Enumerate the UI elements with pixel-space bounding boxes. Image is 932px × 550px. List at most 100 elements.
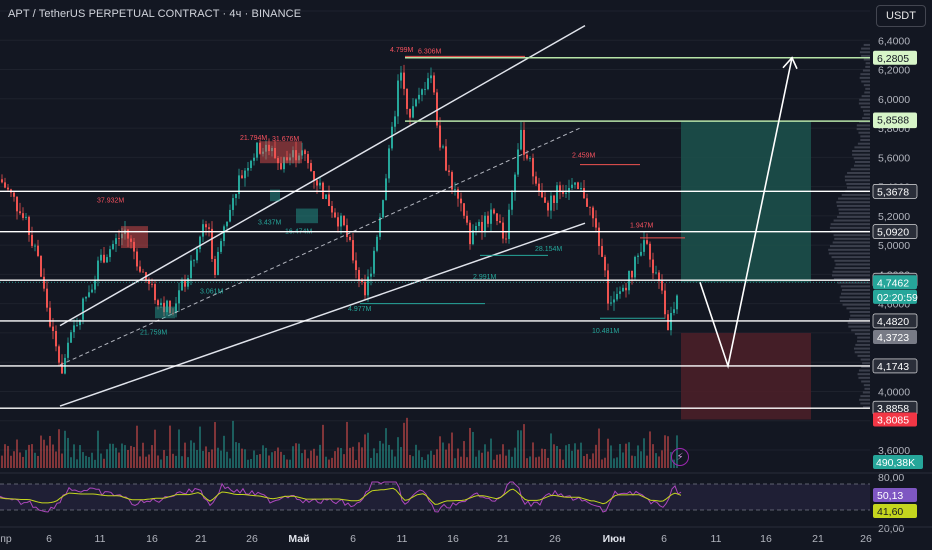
volume-profile-bar <box>861 95 870 98</box>
volume-bar <box>271 452 273 468</box>
candle-body <box>187 278 189 287</box>
volume-profile-bar <box>847 171 870 174</box>
volume-bar <box>472 431 474 468</box>
candle-body <box>640 251 642 256</box>
price-tick-label: 5,6000 <box>878 152 910 164</box>
volume-bar <box>28 444 30 468</box>
volume-bar <box>235 442 237 468</box>
volume-annotation: 37.932M <box>97 198 124 205</box>
candle-body <box>589 206 591 208</box>
candle-body <box>217 251 219 275</box>
volume-bar <box>502 444 504 468</box>
time-tick-label: 11 <box>397 533 408 545</box>
volume-profile-bar <box>833 219 870 222</box>
volume-bar <box>394 456 396 468</box>
volume-bar <box>250 458 252 468</box>
volume-bar <box>643 438 645 468</box>
volume-bar <box>49 435 51 468</box>
currency-button[interactable]: USDT <box>876 5 926 27</box>
candle-body <box>118 238 120 239</box>
volume-annotation: 21.794M <box>240 135 267 142</box>
volume-bar <box>292 446 294 468</box>
level-badge-label: 4,4820 <box>877 316 909 328</box>
volume-bar <box>313 448 315 468</box>
volume-profile-bar <box>834 259 870 262</box>
volume-bar <box>403 422 405 468</box>
rsi-value-badge <box>873 488 917 502</box>
volume-profile-bar <box>834 267 870 270</box>
volume-profile-bar <box>861 80 870 83</box>
candle-body <box>358 270 360 280</box>
candle-body <box>571 184 573 188</box>
candle-body <box>205 224 207 228</box>
volume-bar <box>199 426 201 468</box>
lightning-icon[interactable]: ⚡ <box>671 448 689 466</box>
volume-bar <box>325 456 327 468</box>
candle-body <box>262 151 264 154</box>
time-tick-label: 21 <box>812 533 824 545</box>
volume-bar <box>304 449 306 468</box>
volume-bar <box>424 459 426 468</box>
volume-bar <box>103 458 105 468</box>
candle-body <box>235 193 237 199</box>
volume-annotation: 21.759M <box>140 329 167 336</box>
volume-bar <box>412 456 414 468</box>
volume-profile-bar <box>858 376 870 379</box>
candle-body <box>583 188 585 199</box>
candle-body <box>430 75 432 79</box>
volume-bar <box>220 450 222 468</box>
volume-bar <box>358 442 360 468</box>
candle-body <box>316 180 318 186</box>
volume-bar <box>340 448 342 468</box>
candle-body <box>280 163 282 170</box>
volume-bar <box>160 459 162 468</box>
candle-body <box>538 183 540 192</box>
level-badge-label: 6,2805 <box>877 53 909 65</box>
level-badge <box>872 184 918 199</box>
volume-profile-bar <box>832 270 870 273</box>
volume-bar <box>19 452 21 468</box>
candle-body <box>16 196 18 212</box>
candle-body <box>667 314 669 331</box>
candle-body <box>274 148 276 159</box>
candle-body <box>244 170 246 179</box>
volume-bar <box>262 445 264 468</box>
volume-bar <box>58 429 60 468</box>
candle-body <box>160 302 162 306</box>
candle-body <box>337 217 339 227</box>
candle-body <box>199 236 201 250</box>
level-badge <box>872 313 918 329</box>
volume-bar <box>118 452 120 468</box>
volume-bar <box>346 421 348 468</box>
volume-bar <box>67 437 69 468</box>
volume-profile-bar <box>846 307 870 310</box>
volume-profile-bar <box>831 274 870 277</box>
candle-body <box>514 174 516 193</box>
volume-profile-bar <box>844 179 870 182</box>
volume-bar <box>16 439 18 468</box>
volume-profile-bar <box>836 201 870 204</box>
volume-profile-bar <box>848 318 870 321</box>
volume-bar <box>130 445 132 468</box>
volume-bar <box>523 424 525 468</box>
volume-profile-bar <box>853 347 870 350</box>
order-block-bullish <box>296 208 318 224</box>
candle-body <box>94 279 96 290</box>
volume-profile-bar <box>828 248 870 251</box>
candle-body <box>148 279 150 284</box>
volume-bar <box>127 450 129 468</box>
volume-profile-bar <box>840 292 870 295</box>
volume-bar <box>517 430 519 468</box>
candle-body <box>34 245 36 247</box>
volume-bar <box>466 457 468 468</box>
level-badge <box>872 224 918 239</box>
candle-body <box>484 215 486 232</box>
volume-bar <box>181 456 183 468</box>
candle-body <box>352 240 354 261</box>
volume-bar <box>55 451 57 468</box>
volume-bar <box>505 455 507 468</box>
candle-body <box>154 284 156 301</box>
price-tick-label: 6,4000 <box>878 35 910 47</box>
price-badge <box>873 329 917 344</box>
